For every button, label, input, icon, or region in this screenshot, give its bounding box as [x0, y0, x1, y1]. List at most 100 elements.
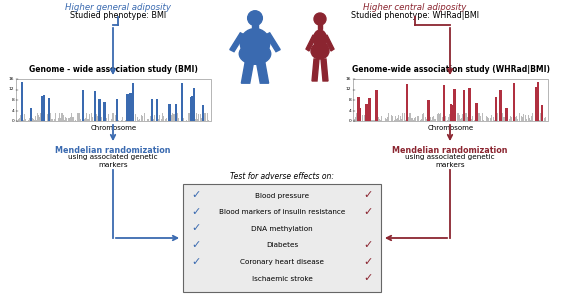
Bar — [462, 90, 465, 121]
Bar — [55, 119, 56, 121]
Bar — [171, 120, 173, 121]
Polygon shape — [230, 33, 245, 52]
Bar — [392, 116, 393, 121]
Bar — [443, 85, 445, 121]
Bar — [64, 120, 65, 121]
Text: Genome-wide association study (WHRad|BMI): Genome-wide association study (WHRad|BMI… — [351, 65, 550, 74]
Bar — [25, 119, 26, 121]
Bar — [121, 120, 122, 121]
Bar — [70, 117, 71, 121]
Bar — [490, 118, 491, 121]
Bar — [375, 116, 376, 121]
Bar — [486, 117, 487, 121]
Text: 16: 16 — [9, 77, 15, 81]
Bar — [466, 117, 467, 121]
Bar — [530, 120, 531, 121]
Bar — [126, 94, 129, 121]
Bar — [466, 114, 467, 121]
Bar — [48, 98, 50, 121]
Bar — [453, 118, 454, 121]
Bar — [117, 115, 118, 121]
Bar — [91, 119, 92, 121]
Bar — [503, 120, 504, 121]
Bar — [423, 120, 424, 121]
Bar — [91, 118, 92, 121]
Bar — [357, 96, 360, 121]
Bar — [432, 117, 433, 121]
Bar — [202, 117, 203, 121]
Bar — [451, 105, 453, 121]
Bar — [480, 116, 481, 121]
Bar — [488, 118, 489, 121]
Bar — [21, 117, 22, 121]
Text: 12: 12 — [9, 88, 15, 91]
Bar — [71, 118, 72, 121]
Bar — [77, 114, 78, 121]
Bar — [536, 120, 537, 121]
Bar — [463, 119, 464, 121]
Bar — [445, 116, 446, 121]
Bar — [518, 114, 520, 121]
Bar — [523, 119, 524, 121]
Bar — [395, 120, 396, 121]
Bar — [99, 118, 100, 121]
Bar — [157, 118, 158, 121]
Bar — [497, 114, 498, 121]
Bar — [166, 118, 167, 121]
Bar — [39, 119, 40, 121]
Bar — [465, 116, 466, 121]
Bar — [439, 114, 440, 121]
Bar — [379, 119, 380, 121]
Bar — [502, 120, 503, 121]
Bar — [438, 120, 439, 121]
Bar — [65, 118, 66, 121]
Bar — [395, 116, 396, 121]
Bar — [96, 114, 97, 121]
Bar — [545, 118, 546, 121]
Bar — [16, 79, 211, 121]
Bar — [535, 120, 536, 121]
Bar — [158, 120, 159, 121]
Bar — [457, 117, 458, 121]
Bar — [59, 114, 60, 121]
Text: Chromosome: Chromosome — [427, 125, 474, 131]
Bar — [207, 114, 208, 121]
Bar — [457, 120, 458, 121]
Text: Mendelian randomization: Mendelian randomization — [55, 146, 171, 155]
Bar — [186, 120, 187, 121]
Bar — [62, 117, 63, 121]
Bar — [34, 120, 35, 121]
Bar — [452, 117, 453, 121]
Bar — [499, 120, 500, 121]
Text: Diabetes: Diabetes — [266, 242, 298, 248]
Bar — [97, 116, 98, 121]
Bar — [398, 118, 399, 121]
FancyBboxPatch shape — [318, 24, 322, 29]
Bar — [478, 114, 479, 121]
Bar — [23, 120, 24, 121]
Text: 0: 0 — [12, 119, 15, 123]
Bar — [482, 118, 483, 121]
Bar — [430, 120, 431, 121]
Bar — [192, 88, 195, 121]
Text: using associated genetic
markers: using associated genetic markers — [68, 154, 158, 168]
Bar — [510, 120, 511, 121]
Bar — [449, 119, 451, 121]
Bar — [359, 120, 360, 121]
Bar — [388, 120, 389, 121]
Bar — [79, 116, 80, 121]
Bar — [141, 115, 142, 121]
Bar — [43, 95, 45, 121]
Bar — [516, 116, 517, 121]
Bar — [86, 120, 87, 121]
Bar — [207, 115, 208, 121]
Bar — [532, 118, 533, 121]
Bar — [408, 117, 409, 121]
Polygon shape — [241, 60, 254, 83]
Bar — [35, 120, 36, 121]
Bar — [87, 119, 88, 121]
Bar — [24, 114, 25, 121]
Bar — [168, 119, 169, 121]
Text: ✓: ✓ — [363, 257, 372, 267]
Bar — [523, 114, 524, 121]
